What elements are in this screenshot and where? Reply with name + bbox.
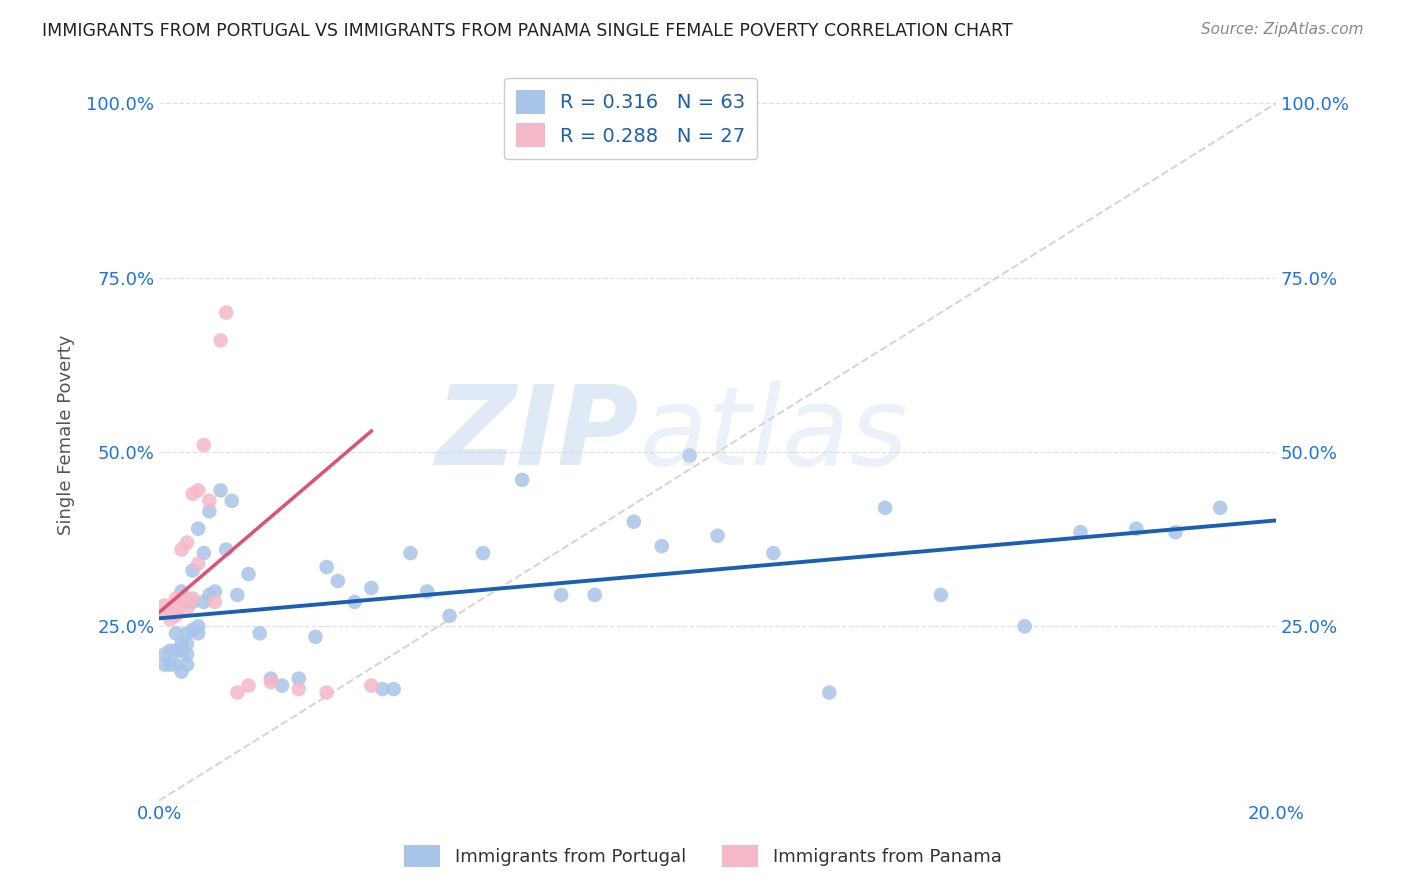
Point: [153, 657, 176, 672]
Point: [287, 681, 309, 696]
Point: [209, 483, 232, 498]
Legend: Immigrants from Portugal, Immigrants from Panama: Immigrants from Portugal, Immigrants fro…: [396, 838, 1010, 874]
Text: atlas: atlas: [640, 381, 908, 488]
Point: [510, 473, 533, 487]
Point: [198, 588, 221, 602]
Point: [170, 665, 193, 679]
Point: [623, 515, 645, 529]
Point: [159, 612, 181, 626]
Point: [304, 630, 326, 644]
Point: [583, 588, 606, 602]
Point: [181, 564, 204, 578]
Point: [1164, 525, 1187, 540]
Point: [170, 595, 193, 609]
Point: [187, 557, 209, 571]
Point: [226, 588, 249, 602]
Point: [762, 546, 785, 560]
Point: [1070, 525, 1092, 540]
Point: [416, 584, 439, 599]
Point: [343, 595, 366, 609]
Point: [678, 449, 700, 463]
Legend: R = 0.316   N = 63, R = 0.288   N = 27: R = 0.316 N = 63, R = 0.288 N = 27: [503, 78, 756, 159]
Point: [315, 560, 337, 574]
Point: [159, 606, 181, 620]
Point: [472, 546, 495, 560]
Point: [170, 584, 193, 599]
Point: [382, 681, 405, 696]
Point: [198, 493, 221, 508]
Point: [198, 504, 221, 518]
Point: [176, 626, 198, 640]
Point: [170, 643, 193, 657]
Point: [706, 529, 728, 543]
Point: [1209, 500, 1232, 515]
Point: [238, 679, 260, 693]
Point: [271, 679, 294, 693]
Point: [176, 637, 198, 651]
Point: [204, 584, 226, 599]
Text: IMMIGRANTS FROM PORTUGAL VS IMMIGRANTS FROM PANAMA SINGLE FEMALE POVERTY CORRELA: IMMIGRANTS FROM PORTUGAL VS IMMIGRANTS F…: [42, 22, 1012, 40]
Text: Source: ZipAtlas.com: Source: ZipAtlas.com: [1201, 22, 1364, 37]
Point: [176, 602, 198, 616]
Point: [1014, 619, 1036, 633]
Point: [181, 623, 204, 637]
Y-axis label: Single Female Poverty: Single Female Poverty: [58, 334, 75, 535]
Point: [176, 595, 198, 609]
Point: [550, 588, 572, 602]
Point: [165, 643, 187, 657]
Point: [153, 606, 176, 620]
Point: [287, 672, 309, 686]
Point: [360, 679, 382, 693]
Point: [170, 542, 193, 557]
Point: [818, 685, 841, 699]
Point: [181, 487, 204, 501]
Point: [651, 539, 673, 553]
Point: [193, 438, 215, 452]
Point: [209, 334, 232, 348]
Point: [215, 305, 238, 319]
Point: [360, 581, 382, 595]
Point: [929, 588, 952, 602]
Point: [204, 595, 226, 609]
Point: [193, 595, 215, 609]
Point: [873, 500, 896, 515]
Point: [226, 685, 249, 699]
Point: [153, 647, 176, 661]
Point: [181, 595, 204, 609]
Point: [176, 647, 198, 661]
Point: [165, 657, 187, 672]
Point: [165, 591, 187, 606]
Point: [399, 546, 422, 560]
Point: [1125, 522, 1147, 536]
Point: [260, 675, 283, 690]
Point: [260, 672, 283, 686]
Point: [187, 483, 209, 498]
Point: [249, 626, 271, 640]
Point: [238, 567, 260, 582]
Point: [170, 637, 193, 651]
Point: [371, 681, 394, 696]
Point: [159, 657, 181, 672]
Point: [215, 542, 238, 557]
Point: [165, 608, 187, 623]
Point: [165, 606, 187, 620]
Point: [181, 591, 204, 606]
Point: [439, 608, 461, 623]
Point: [187, 522, 209, 536]
Point: [187, 619, 209, 633]
Point: [176, 591, 198, 606]
Point: [326, 574, 349, 588]
Point: [176, 535, 198, 549]
Point: [159, 643, 181, 657]
Point: [187, 626, 209, 640]
Point: [193, 546, 215, 560]
Point: [153, 599, 176, 613]
Point: [165, 626, 187, 640]
Point: [315, 685, 337, 699]
Point: [221, 493, 243, 508]
Point: [176, 657, 198, 672]
Text: ZIP: ZIP: [436, 381, 640, 488]
